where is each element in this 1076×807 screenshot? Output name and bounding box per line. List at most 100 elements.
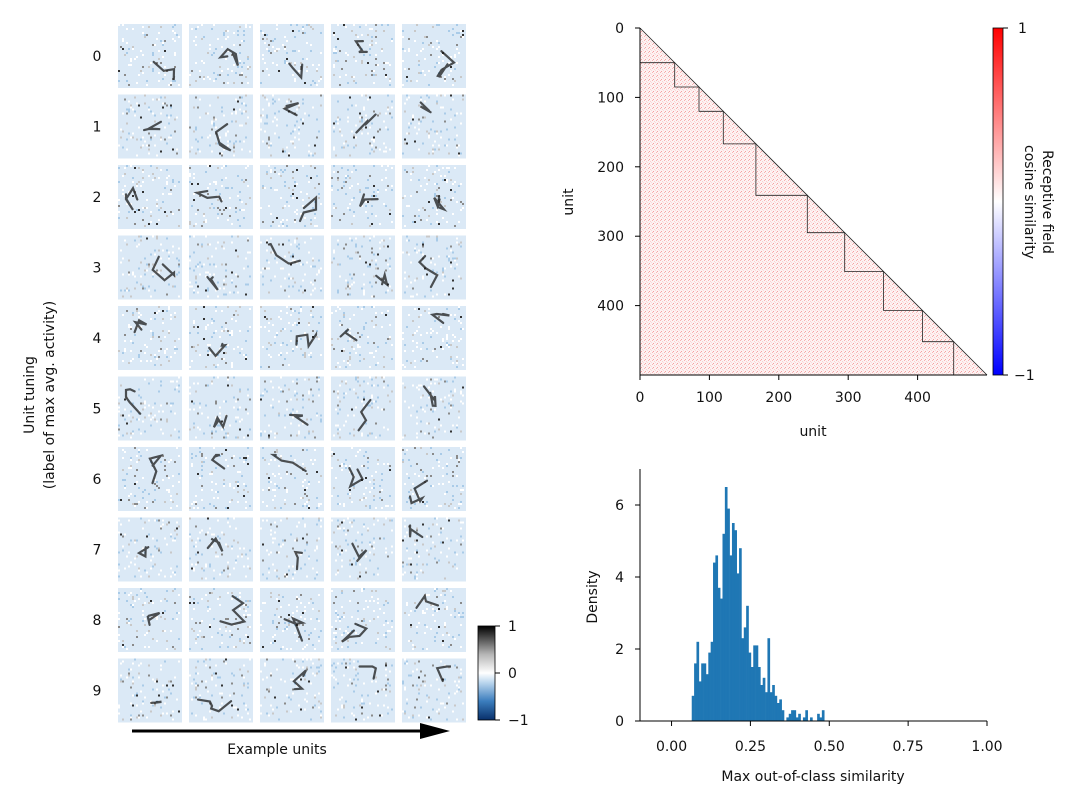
hist-x-tick-label: 0.00 bbox=[656, 739, 687, 755]
hist-bar bbox=[729, 555, 733, 721]
grid-colorbar-tick-label: 0 bbox=[508, 666, 517, 682]
hist-bar bbox=[810, 717, 813, 721]
matrix-x-tick-label: 200 bbox=[765, 390, 792, 406]
grid-colorbar-tick-label: −1 bbox=[508, 713, 529, 729]
hist-bar bbox=[781, 710, 785, 721]
matrix-xlabel: unit bbox=[799, 424, 827, 440]
rf-tile bbox=[331, 306, 395, 370]
rf-tile bbox=[260, 658, 324, 723]
matrix-x-tick-label: 300 bbox=[835, 390, 862, 406]
hist-bar bbox=[731, 523, 735, 721]
hist-bar bbox=[791, 710, 794, 721]
rf-tile bbox=[402, 306, 466, 370]
hist-ylabel: Density bbox=[585, 570, 601, 623]
grid-row-label: 3 bbox=[93, 261, 102, 277]
rf-tile bbox=[402, 517, 466, 582]
matrix-colorbar-tick-label: 1 bbox=[1018, 21, 1027, 37]
grid-row-labels: 0 1 2 3 4 5 6 7 8 9 bbox=[93, 49, 102, 700]
rf-tile bbox=[331, 94, 395, 159]
rf-tile bbox=[402, 94, 466, 159]
rf-tile bbox=[189, 94, 253, 159]
grid-row-label: 8 bbox=[93, 613, 102, 629]
hist-bar bbox=[708, 652, 711, 721]
rf-tile bbox=[118, 24, 182, 88]
grid-row-label: 0 bbox=[93, 49, 102, 65]
rf-tile bbox=[260, 376, 324, 441]
grid-row-label: 2 bbox=[93, 190, 102, 206]
rf-tile bbox=[189, 517, 253, 582]
grid-row-label: 4 bbox=[93, 331, 102, 347]
rf-tile bbox=[189, 24, 253, 88]
rf-grid-panel: Unit tuning (label of max avg. activity)… bbox=[22, 24, 529, 758]
hist-bar bbox=[739, 548, 742, 721]
matrix-y-tick-label: 0 bbox=[615, 21, 624, 37]
rf-tile bbox=[260, 24, 324, 88]
rf-tile bbox=[402, 165, 466, 229]
class-boundary-staircase bbox=[640, 62, 987, 376]
rf-tile bbox=[118, 94, 182, 159]
hist-y-tick-label: 0 bbox=[615, 714, 624, 730]
hist-xlabel: Max out-of-class similarity bbox=[721, 769, 904, 785]
grid-row-label: 5 bbox=[93, 402, 102, 418]
hist-bar bbox=[819, 717, 823, 721]
hist-bar bbox=[762, 677, 766, 721]
rf-tile bbox=[402, 588, 466, 652]
rf-tile bbox=[189, 235, 253, 300]
hist-x-tick-label: 0.25 bbox=[735, 739, 766, 755]
hist-bar bbox=[750, 667, 754, 721]
rf-tile bbox=[118, 517, 182, 582]
matrix-colorbar-label-line2: cosine similarity bbox=[1021, 145, 1037, 259]
grid-ylabel-line1: Unit tuning bbox=[22, 356, 38, 434]
rf-tile bbox=[189, 376, 253, 441]
grid-row-label: 9 bbox=[93, 684, 102, 700]
hist-bar bbox=[793, 710, 797, 721]
hist-bar bbox=[802, 717, 806, 721]
rf-tile bbox=[331, 165, 395, 229]
rf-tile bbox=[260, 306, 324, 370]
grid-xlabel: Example units bbox=[227, 742, 327, 758]
rf-tile bbox=[260, 94, 324, 159]
hist-y-tick-label: 2 bbox=[615, 642, 624, 658]
matrix-ticks: 0 100 200 300 400 0 100 200 300 400 bbox=[597, 21, 931, 406]
matrix-colorbar-tick-label: −1 bbox=[1014, 368, 1035, 384]
hist-bar bbox=[715, 555, 719, 721]
hist-bar bbox=[705, 674, 709, 721]
hist-bar bbox=[691, 695, 695, 721]
rf-tile bbox=[402, 447, 466, 511]
rf-tile bbox=[331, 447, 395, 511]
rf-tile bbox=[402, 376, 466, 441]
rf-tile bbox=[331, 517, 395, 582]
rf-tile bbox=[189, 306, 253, 370]
hist-bar bbox=[722, 533, 726, 721]
rf-tile bbox=[118, 376, 182, 441]
hist-bar bbox=[741, 638, 745, 721]
rf-tile bbox=[118, 447, 182, 511]
hist-bar bbox=[817, 713, 820, 721]
hist-bar bbox=[734, 530, 737, 721]
matrix-y-tick-label: 200 bbox=[597, 160, 624, 176]
matrix-colorbar bbox=[992, 27, 1004, 376]
rf-tile bbox=[118, 165, 182, 229]
hist-bar bbox=[720, 598, 723, 721]
hist-bar bbox=[805, 710, 808, 721]
rf-tile bbox=[331, 658, 395, 723]
hist-bar bbox=[696, 641, 700, 721]
rf-tile bbox=[260, 517, 324, 582]
rf-tile bbox=[118, 306, 182, 370]
rf-tile bbox=[260, 588, 324, 652]
hist-bar bbox=[746, 605, 749, 721]
grid-colorbar bbox=[477, 625, 496, 721]
rf-tile bbox=[260, 235, 324, 300]
hist-bar bbox=[798, 713, 801, 721]
hist-bar bbox=[769, 692, 773, 721]
hist-bar bbox=[821, 710, 825, 721]
hist-x-tick-label: 1.00 bbox=[971, 739, 1002, 755]
matrix-ylabel: unit bbox=[561, 188, 577, 216]
rf-tile bbox=[402, 235, 466, 300]
hist-y-tick-label: 4 bbox=[615, 570, 624, 586]
matrix-diagonal bbox=[639, 27, 988, 376]
matrix-y-tick-label: 400 bbox=[597, 299, 624, 315]
histogram-panel: 0.00 0.25 0.50 0.75 1.00 0 2 4 6 Max out-of-clas… bbox=[585, 469, 1003, 785]
hist-bar bbox=[724, 487, 728, 721]
